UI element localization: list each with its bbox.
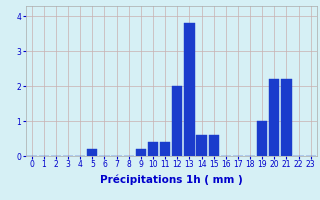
Bar bbox=[209, 135, 219, 156]
Bar bbox=[136, 149, 146, 156]
Bar bbox=[196, 135, 207, 156]
Bar bbox=[269, 79, 279, 156]
Bar bbox=[87, 149, 98, 156]
Bar bbox=[257, 121, 267, 156]
X-axis label: Précipitations 1h ( mm ): Précipitations 1h ( mm ) bbox=[100, 175, 243, 185]
Bar bbox=[172, 86, 182, 156]
Bar bbox=[184, 23, 195, 156]
Bar bbox=[281, 79, 292, 156]
Bar bbox=[160, 142, 170, 156]
Bar bbox=[148, 142, 158, 156]
